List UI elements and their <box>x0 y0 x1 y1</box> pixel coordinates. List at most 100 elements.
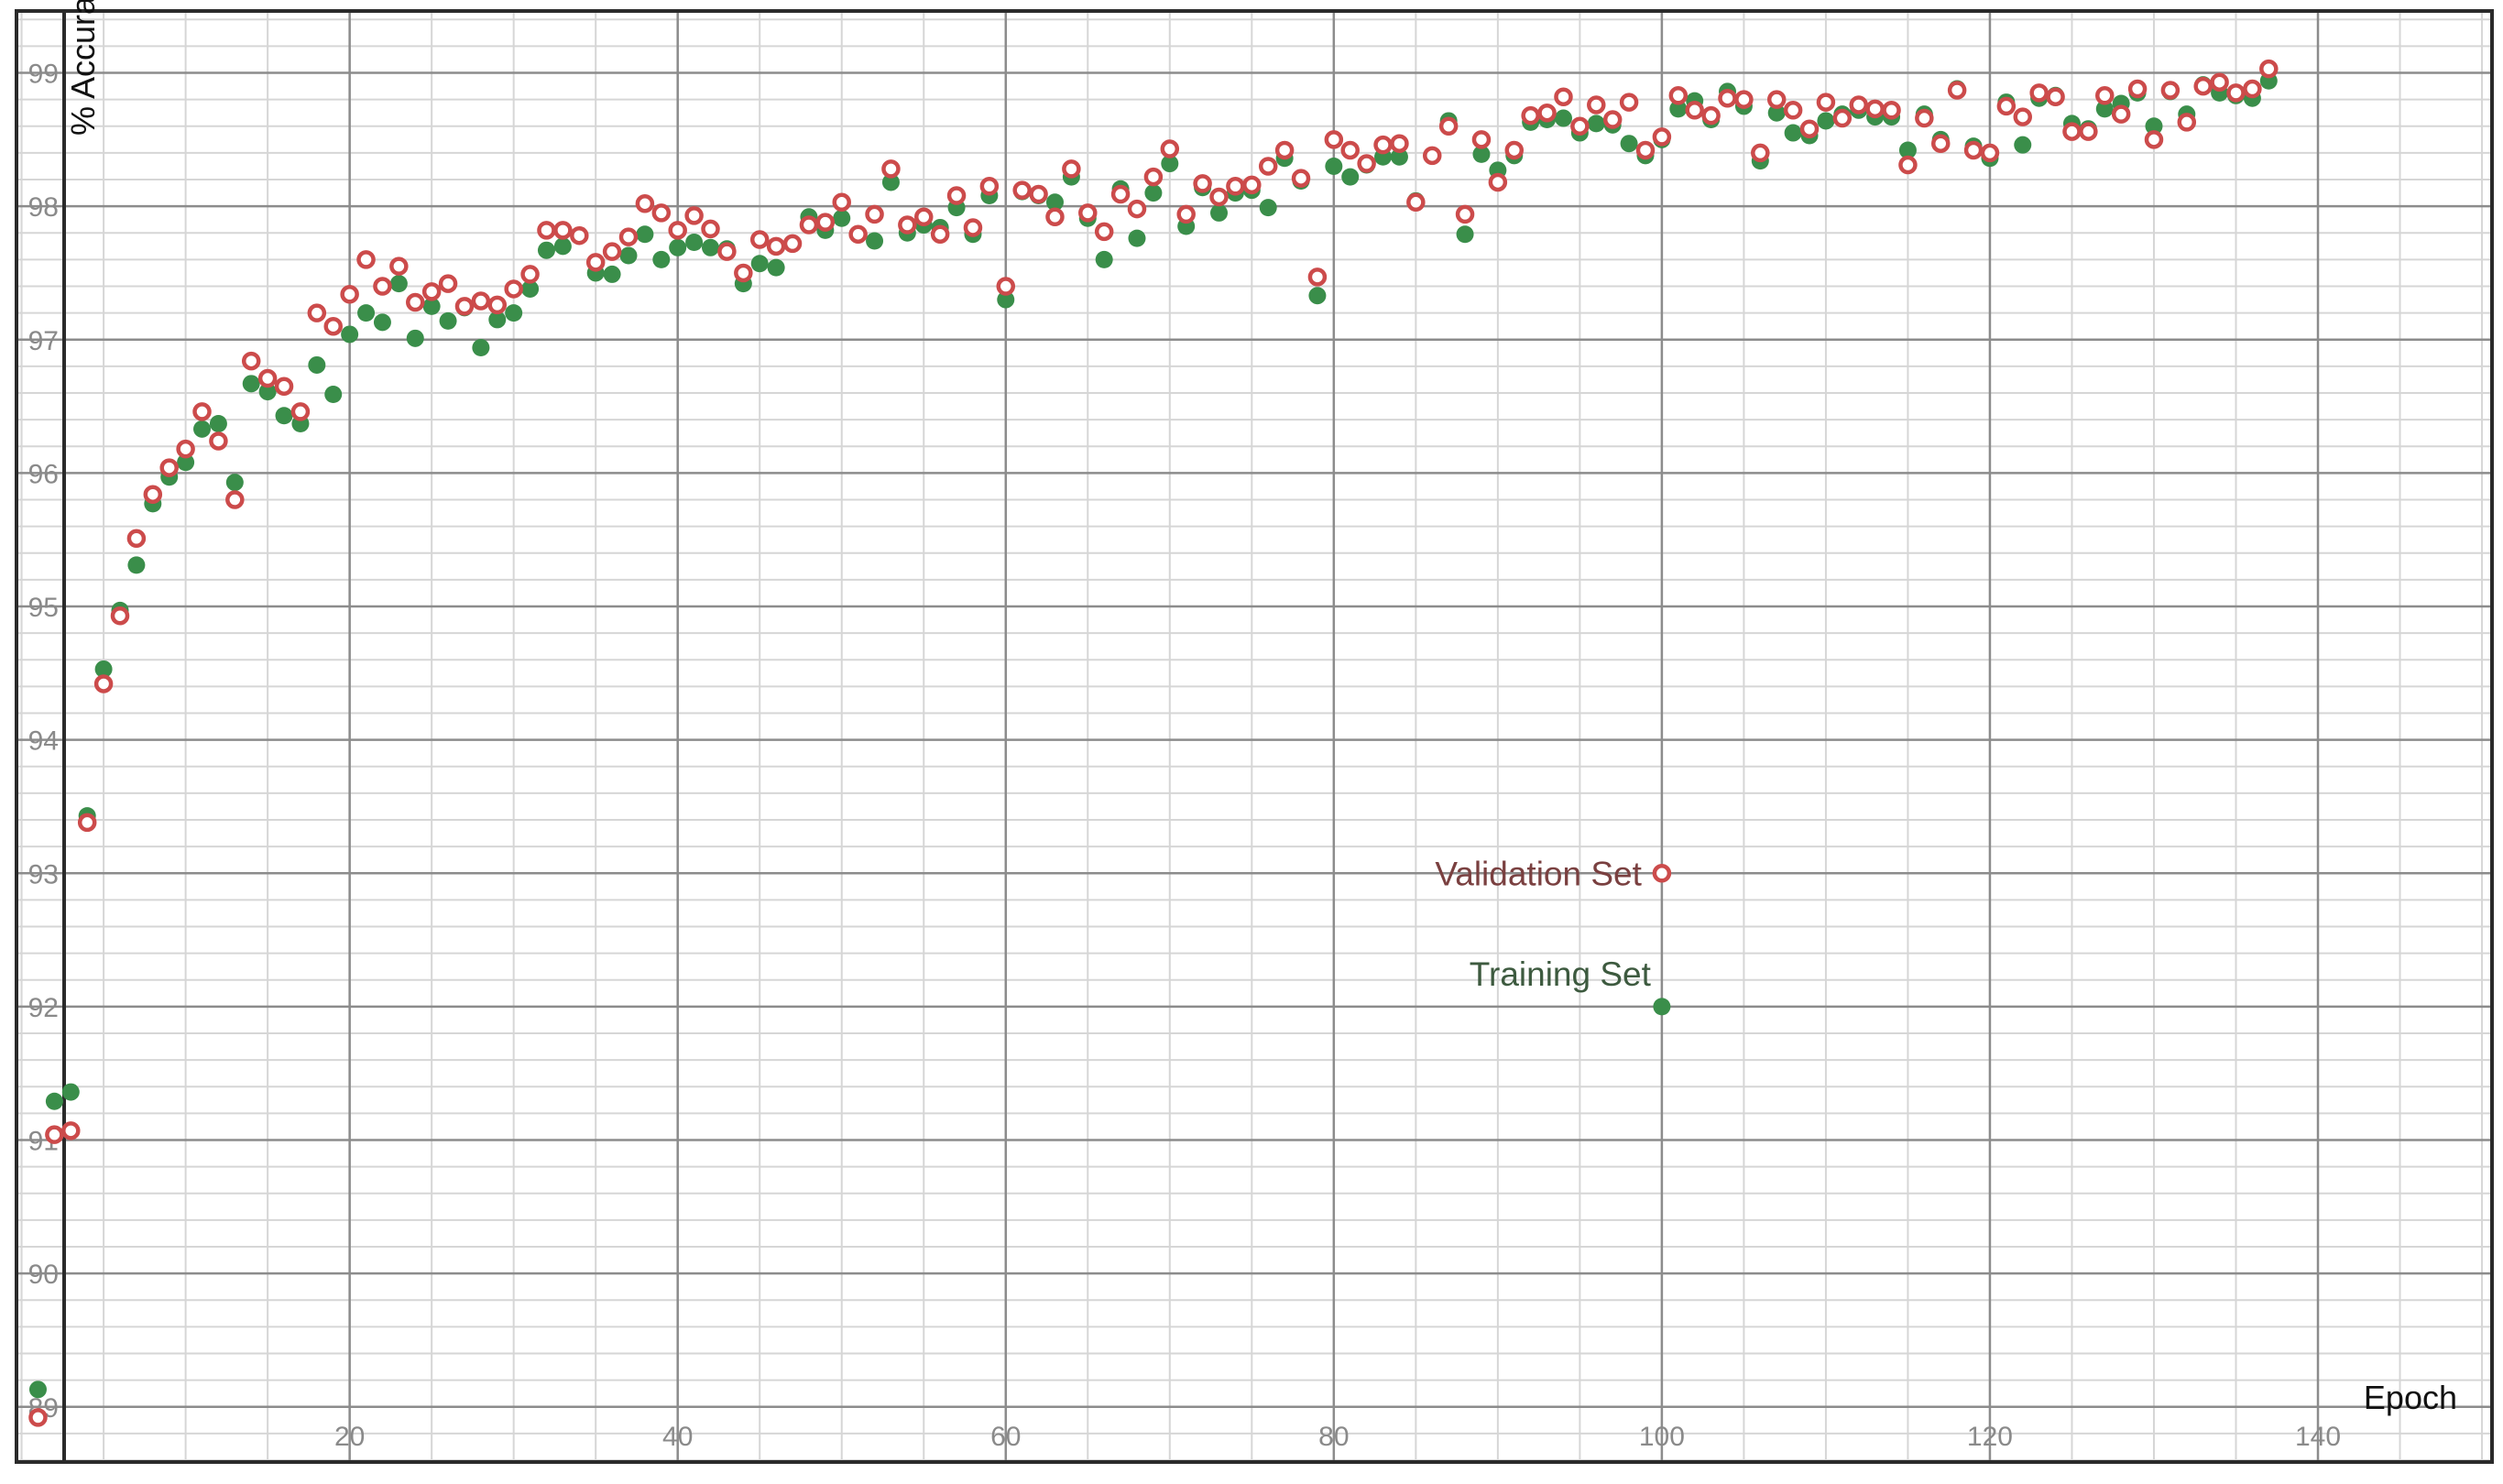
validation-point <box>1078 203 1098 223</box>
validation-point <box>406 292 425 312</box>
validation-point <box>77 813 97 833</box>
training-point <box>2145 117 2163 136</box>
validation-point <box>1193 174 1212 193</box>
validation-point <box>1718 88 1737 108</box>
x-tick-label: 40 <box>662 1422 693 1452</box>
validation-point <box>1160 139 1180 158</box>
validation-point <box>143 485 163 504</box>
validation-point <box>1915 108 1934 128</box>
y-tick-label: 90 <box>28 1260 59 1290</box>
training-point <box>94 660 113 678</box>
validation-point <box>585 253 606 272</box>
validation-point <box>865 204 884 224</box>
validation-point <box>570 225 589 246</box>
validation-point <box>28 1408 48 1427</box>
validation-point <box>848 224 868 244</box>
validation-point <box>701 219 720 239</box>
validation-point <box>274 376 294 396</box>
training-point <box>242 375 260 393</box>
training-point <box>258 383 277 401</box>
training-point <box>1767 104 1786 122</box>
validation-point <box>1685 101 1704 120</box>
validation-point <box>1291 169 1311 188</box>
training-point <box>881 173 900 191</box>
validation-point <box>782 234 803 254</box>
validation-point <box>1799 119 1820 138</box>
y-tick-label: 94 <box>28 726 59 757</box>
training-point <box>389 275 408 293</box>
x-axis-title: Epoch <box>2364 1379 2457 1416</box>
training-point <box>767 258 785 277</box>
legend-training-marker <box>1653 998 1671 1016</box>
x-tick-labels: 20 40 60 80 100 120 140 <box>334 1422 2341 1452</box>
validation-point <box>1340 140 1360 160</box>
validation-point <box>1357 154 1376 173</box>
training-point <box>1341 168 1360 186</box>
validation-point <box>1373 135 1393 155</box>
training-point <box>1390 147 1408 166</box>
validation-point <box>1143 167 1164 187</box>
training-point <box>422 297 441 315</box>
validation-point <box>2226 83 2246 103</box>
validation-point <box>1176 204 1196 224</box>
y-tick-label: 97 <box>28 326 59 356</box>
validation-point <box>684 206 704 225</box>
training-point <box>997 290 1015 309</box>
major-gridlines <box>18 13 2490 1460</box>
training-point <box>225 474 244 492</box>
training-point <box>439 311 457 330</box>
validation-point <box>1587 95 1606 115</box>
training-point <box>521 279 540 298</box>
validation-point <box>1012 180 1032 200</box>
validation-point <box>1455 204 1475 224</box>
training-point <box>1144 184 1163 202</box>
validation-point <box>832 192 851 213</box>
validation-point <box>1390 134 1409 153</box>
training-point <box>341 325 359 344</box>
validation-point <box>1504 140 1525 160</box>
validation-point <box>1537 103 1557 123</box>
validation-point <box>1488 172 1508 192</box>
training-point <box>1784 124 1802 142</box>
validation-point <box>1110 184 1131 204</box>
training-point <box>1210 203 1229 222</box>
training-point <box>685 233 704 251</box>
x-tick-label: 120 <box>1967 1422 2013 1452</box>
validation-point <box>1635 140 1656 160</box>
y-tick-label: 99 <box>28 60 59 90</box>
validation-point <box>257 368 278 388</box>
training-point <box>406 329 424 347</box>
validation-point <box>438 274 458 293</box>
validation-point <box>537 221 556 240</box>
validation-point <box>979 177 1000 196</box>
training-point <box>1554 109 1572 127</box>
validation-point <box>421 282 442 301</box>
validation-point <box>471 291 491 311</box>
validation-point <box>1307 267 1328 287</box>
training-point <box>177 453 195 472</box>
training-point <box>652 250 671 268</box>
training-point <box>603 265 621 283</box>
x-tick-label: 100 <box>1639 1422 1685 1452</box>
training-point <box>1128 229 1146 247</box>
validation-point <box>520 265 540 284</box>
training-point <box>636 225 654 244</box>
validation-point <box>2013 107 2033 126</box>
validation-point <box>881 159 901 179</box>
validation-point <box>930 224 950 244</box>
validation-point <box>307 303 327 322</box>
validation-point <box>1127 199 1147 219</box>
validation-point <box>356 250 376 269</box>
training-point <box>1472 145 1491 163</box>
training-point <box>702 238 720 256</box>
validation-point <box>2177 113 2197 132</box>
validation-point <box>799 215 819 235</box>
validation-point <box>1947 81 1967 100</box>
training-point <box>1587 115 1605 133</box>
validation-point <box>946 186 967 205</box>
validation-point <box>1816 93 1836 112</box>
validation-point <box>1438 116 1459 136</box>
y-axis-title: % Accuracy <box>64 0 102 136</box>
validation-point <box>996 277 1016 296</box>
x-tick-label: 20 <box>334 1422 365 1452</box>
